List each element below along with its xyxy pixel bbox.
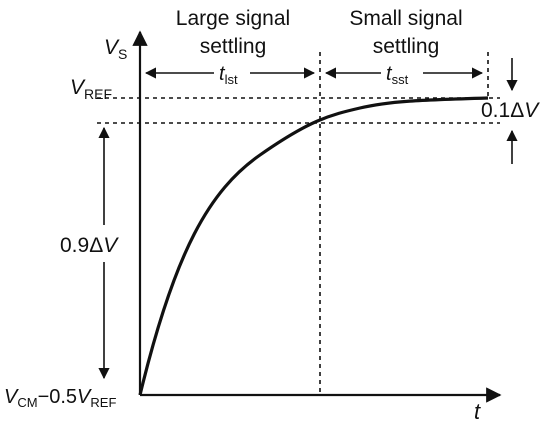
ninetenths-dv-label: 0.9ΔV xyxy=(60,234,119,257)
vref-label: VREF xyxy=(70,76,112,102)
vs-axis-label: VS xyxy=(104,36,127,62)
t-axis-label: t xyxy=(474,399,481,424)
tlst-label: tlst xyxy=(219,63,238,87)
large-signal-title-line1: Large signal xyxy=(176,7,290,30)
small-signal-title-line2: settling xyxy=(373,35,440,58)
small-signal-title-line1: Small signal xyxy=(349,7,462,30)
tenth-dv-label: 0.1ΔV xyxy=(481,99,540,122)
tsst-label-bg xyxy=(381,62,423,86)
settling-curve xyxy=(138,96,489,396)
tsst-label: tsst xyxy=(386,63,409,87)
tlst-label-bg xyxy=(214,62,250,86)
large-signal-title-line2: settling xyxy=(200,35,267,58)
vcm-label: VCM−0.5VREF xyxy=(4,386,116,410)
